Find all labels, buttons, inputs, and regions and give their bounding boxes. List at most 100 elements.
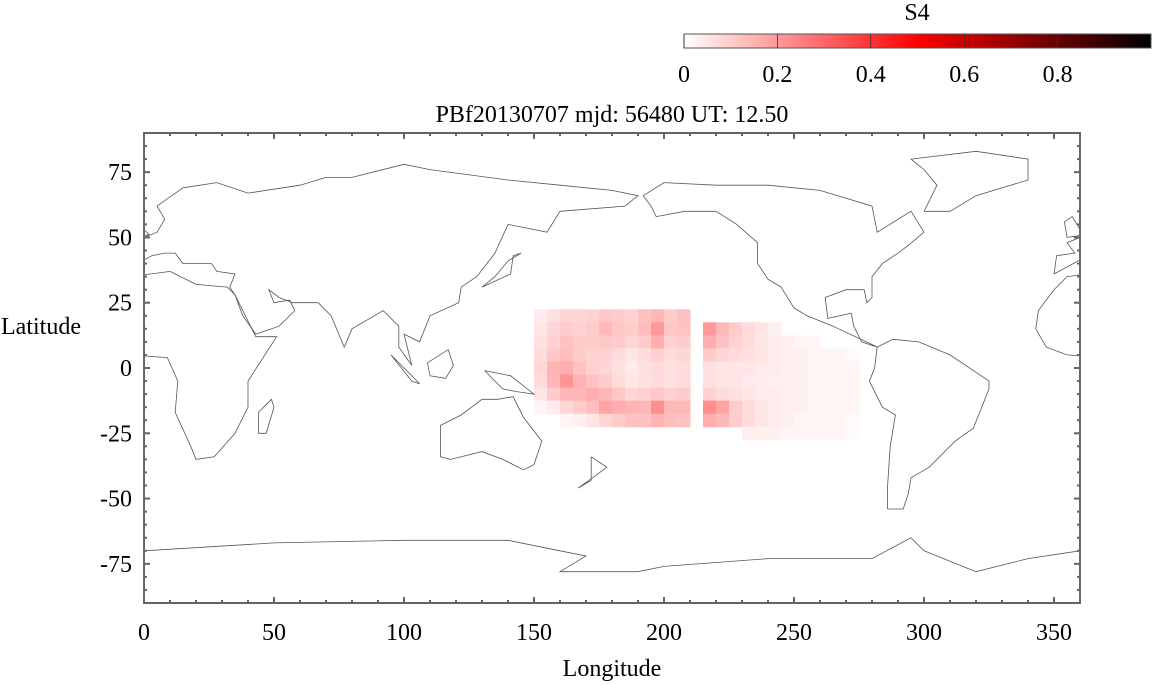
x-tick-label: 100 <box>386 620 422 646</box>
heatmap-cell <box>820 361 834 376</box>
heatmap-cell <box>768 374 782 389</box>
heatmap-cell <box>729 361 743 376</box>
heatmap-cell <box>703 413 717 428</box>
heatmap-cell <box>573 348 587 362</box>
heatmap-cell <box>846 348 860 362</box>
heatmap-cell <box>703 322 717 336</box>
heatmap-cell <box>573 309 587 323</box>
heatmap-cell <box>781 400 795 415</box>
y-tick-label: 0 <box>120 356 132 382</box>
heatmap-cell <box>742 400 756 415</box>
heatmap-cell <box>664 400 678 415</box>
heatmap-cell <box>586 361 600 376</box>
heatmap-cell <box>560 348 574 362</box>
coastline-madagascar <box>258 398 275 434</box>
heatmap-cell <box>638 322 652 336</box>
heatmap-cell <box>586 374 600 389</box>
heatmap-cell <box>677 322 691 336</box>
heatmap-cell <box>586 348 600 362</box>
heatmap-cell <box>573 322 587 336</box>
heatmap-cell <box>625 387 639 402</box>
heatmap-cell <box>703 374 717 389</box>
heatmap-cell <box>742 426 756 441</box>
heatmap-cell <box>664 387 678 402</box>
heatmap-cell <box>781 387 795 402</box>
heatmap-cell <box>547 309 561 323</box>
coastline-africa <box>1035 274 1080 357</box>
heatmap-cell <box>534 322 548 336</box>
heatmap-cell <box>638 413 652 428</box>
heatmap-cell <box>560 309 574 323</box>
heatmap-cell <box>560 400 574 415</box>
heatmap-cell <box>651 309 665 323</box>
heatmap-cell <box>599 400 613 415</box>
heatmap-cell <box>807 413 821 428</box>
heatmap-cell <box>794 361 808 376</box>
x-tick-label: 50 <box>262 620 286 646</box>
y-tick-label: -75 <box>100 552 132 578</box>
heatmap-cell <box>638 400 652 415</box>
heatmap-cell <box>820 387 834 402</box>
heatmap-cell <box>833 413 847 428</box>
heatmap-cell <box>794 335 808 349</box>
axis-ticks <box>143 132 1081 604</box>
heatmap-cell <box>599 309 613 323</box>
heatmap-cell <box>729 400 743 415</box>
heatmap-cell <box>755 426 769 441</box>
heatmap-cell <box>794 413 808 428</box>
heatmap-cell <box>677 374 691 389</box>
heatmap-cell <box>625 335 639 349</box>
heatmap-cell <box>807 374 821 389</box>
heatmap-cell <box>612 387 626 402</box>
heatmap-cell <box>651 335 665 349</box>
heatmap-cell <box>742 361 756 376</box>
heatmap-cell <box>716 387 730 402</box>
heatmap-cell <box>781 361 795 376</box>
heatmap-cell <box>846 426 860 441</box>
coastline-britain <box>1063 216 1080 238</box>
heatmap-cell <box>755 335 769 349</box>
coastline-newzealand <box>577 456 608 489</box>
heatmap-cell <box>794 426 808 441</box>
heatmap-cell <box>833 374 847 389</box>
heatmap-cell <box>833 400 847 415</box>
coastline-australia <box>440 396 543 471</box>
heatmap-cell <box>612 413 626 428</box>
heatmap-cell <box>781 426 795 441</box>
heatmap-cell <box>573 387 587 402</box>
heatmap-cell <box>625 400 639 415</box>
heatmap-cell <box>820 374 834 389</box>
coastline-samerica <box>868 338 990 510</box>
heatmap-cell <box>781 374 795 389</box>
heatmap-cell <box>755 348 769 362</box>
heatmap-cell <box>547 400 561 415</box>
y-tick-label: 50 <box>108 225 132 251</box>
colorbar-label: S4 <box>904 0 929 26</box>
coastline-britain <box>144 228 151 236</box>
heatmap-cell <box>794 400 808 415</box>
heatmap-cell <box>599 322 613 336</box>
heatmap-cell <box>625 309 639 323</box>
heatmap-cell <box>586 413 600 428</box>
heatmap-cell <box>547 374 561 389</box>
heatmap-cell <box>703 335 717 349</box>
heatmap-cell <box>664 374 678 389</box>
heatmap-cell <box>807 387 821 402</box>
heatmap-cell <box>768 426 782 441</box>
heatmap-cell <box>664 309 678 323</box>
heatmap-cell <box>625 322 639 336</box>
heatmap-cell <box>586 322 600 336</box>
x-tick-label: 0 <box>138 620 150 646</box>
heatmap-cell <box>846 400 860 415</box>
heatmap-cell <box>807 426 821 441</box>
coastline-borneo <box>427 349 454 379</box>
heatmap-cell <box>638 374 652 389</box>
heatmap-cell <box>651 348 665 362</box>
heatmap-cell <box>534 361 548 376</box>
heatmap-cell <box>755 413 769 428</box>
heatmap-cell <box>586 387 600 402</box>
heatmap-cell <box>742 387 756 402</box>
heatmap-cell <box>794 348 808 362</box>
heatmap-cell <box>833 426 847 441</box>
coastline-antarctica <box>1079 550 1080 551</box>
